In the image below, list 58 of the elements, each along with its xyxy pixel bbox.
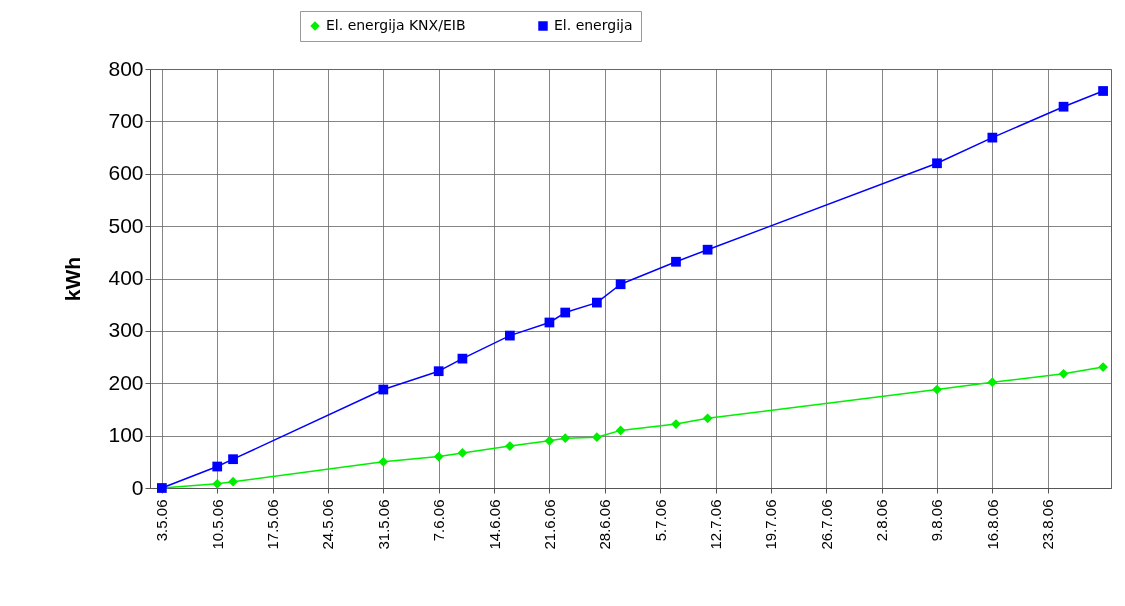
point bbox=[544, 435, 555, 446]
x-tick-label: 21.6.06 bbox=[540, 499, 558, 550]
point bbox=[592, 432, 602, 443]
point bbox=[433, 451, 444, 462]
x-tick-label: 12.7.06 bbox=[707, 499, 725, 550]
y-tick-label: 800 bbox=[108, 56, 144, 80]
point bbox=[505, 330, 515, 341]
x-tick-label: 2.8.06 bbox=[873, 499, 891, 542]
point bbox=[702, 244, 713, 255]
point bbox=[457, 448, 468, 458]
x-tick-label: 28.6.06 bbox=[596, 499, 614, 550]
point bbox=[378, 456, 389, 467]
x-tick-label: 26.7.06 bbox=[817, 499, 835, 550]
y-tick-label: 400 bbox=[108, 266, 144, 289]
y-tick-label: 300 bbox=[108, 318, 144, 342]
point bbox=[212, 478, 223, 489]
point bbox=[671, 256, 681, 267]
point bbox=[228, 476, 238, 487]
point bbox=[592, 297, 602, 308]
point bbox=[932, 158, 942, 169]
x-tick-label: 3.5.06 bbox=[153, 499, 171, 542]
point bbox=[212, 461, 223, 472]
y-tick-label: 700 bbox=[108, 108, 144, 132]
point bbox=[560, 433, 571, 444]
x-tick-label: 31.5.06 bbox=[374, 499, 392, 550]
x-tick-label: 7.6.06 bbox=[430, 499, 448, 542]
point bbox=[987, 377, 998, 388]
x-tick-label: 10.5.06 bbox=[208, 499, 226, 550]
point bbox=[987, 132, 998, 143]
point bbox=[702, 413, 713, 424]
y-tick-label: 100 bbox=[108, 423, 144, 447]
x-tick-label: 9.8.06 bbox=[928, 499, 946, 542]
point bbox=[457, 353, 468, 364]
x-tick-label: 16.8.06 bbox=[983, 499, 1001, 550]
point bbox=[615, 279, 626, 290]
y-axis-title: kWh bbox=[61, 256, 85, 302]
legend-label: El. energija KNX/EIB bbox=[326, 17, 466, 33]
x-tick-label: 17.5.06 bbox=[264, 499, 282, 550]
x-tick-label: 23.8.06 bbox=[1039, 499, 1057, 550]
y-tick-label: 200 bbox=[108, 370, 144, 394]
legend-label: El. energija bbox=[554, 17, 633, 33]
point bbox=[433, 366, 444, 377]
x-tick-label: 19.7.06 bbox=[762, 499, 780, 550]
point bbox=[560, 307, 571, 318]
point bbox=[228, 454, 238, 465]
point bbox=[505, 441, 515, 451]
x-tick-label: 5.7.06 bbox=[651, 499, 669, 542]
point bbox=[1098, 86, 1108, 96]
x-tick-label: 24.5.06 bbox=[319, 499, 337, 550]
point bbox=[615, 425, 626, 436]
y-tick-label: 500 bbox=[108, 213, 144, 237]
y-tick-label: 0 bbox=[131, 475, 144, 499]
x-tick-label: 14.6.06 bbox=[485, 499, 503, 550]
point bbox=[378, 384, 389, 395]
point bbox=[1058, 101, 1069, 112]
point bbox=[932, 384, 942, 395]
y-tick-label: 600 bbox=[108, 161, 144, 185]
point bbox=[1058, 368, 1069, 379]
